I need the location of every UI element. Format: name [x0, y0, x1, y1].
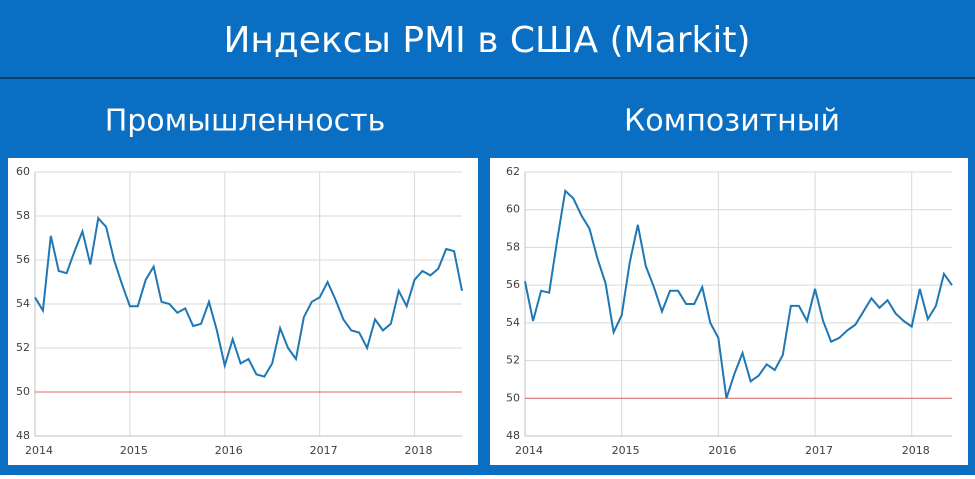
- x-tick-label: 2017: [805, 444, 833, 457]
- y-tick-label: 48: [16, 429, 30, 442]
- chart-title: Композитный: [624, 104, 840, 139]
- panel: [8, 158, 478, 465]
- y-tick-label: 56: [506, 278, 520, 291]
- y-tick-label: 60: [506, 203, 520, 216]
- x-tick-label: 2018: [902, 444, 930, 457]
- x-tick-label: 2016: [708, 444, 736, 457]
- x-tick-label: 2015: [612, 444, 640, 457]
- page-title: Индексы PMI в США (Markit): [223, 20, 750, 61]
- y-tick-label: 60: [16, 165, 30, 178]
- x-tick-label: 2018: [405, 444, 433, 457]
- y-tick-label: 48: [506, 429, 520, 442]
- y-tick-label: 52: [506, 354, 520, 367]
- line: [524, 188, 953, 399]
- x-tick-label: 2017: [310, 444, 338, 457]
- y-tick-label: 50: [506, 391, 520, 404]
- panel: [490, 158, 968, 465]
- x-tick-label: 2014: [25, 444, 53, 457]
- line: [34, 215, 463, 378]
- y-tick-label: 56: [16, 253, 30, 266]
- y-tick-label: 50: [16, 385, 30, 398]
- y-tick-label: 54: [16, 297, 30, 310]
- y-tick-label: 58: [16, 209, 30, 222]
- y-tick-label: 52: [16, 341, 30, 354]
- chart-title: Промышленность: [105, 104, 386, 139]
- y-tick-label: 62: [506, 165, 520, 178]
- x-tick-label: 2016: [215, 444, 243, 457]
- x-tick-label: 2015: [120, 444, 148, 457]
- y-tick-label: 54: [506, 316, 520, 329]
- x-tick-label: 2014: [515, 444, 543, 457]
- y-tick-label: 58: [506, 240, 520, 253]
